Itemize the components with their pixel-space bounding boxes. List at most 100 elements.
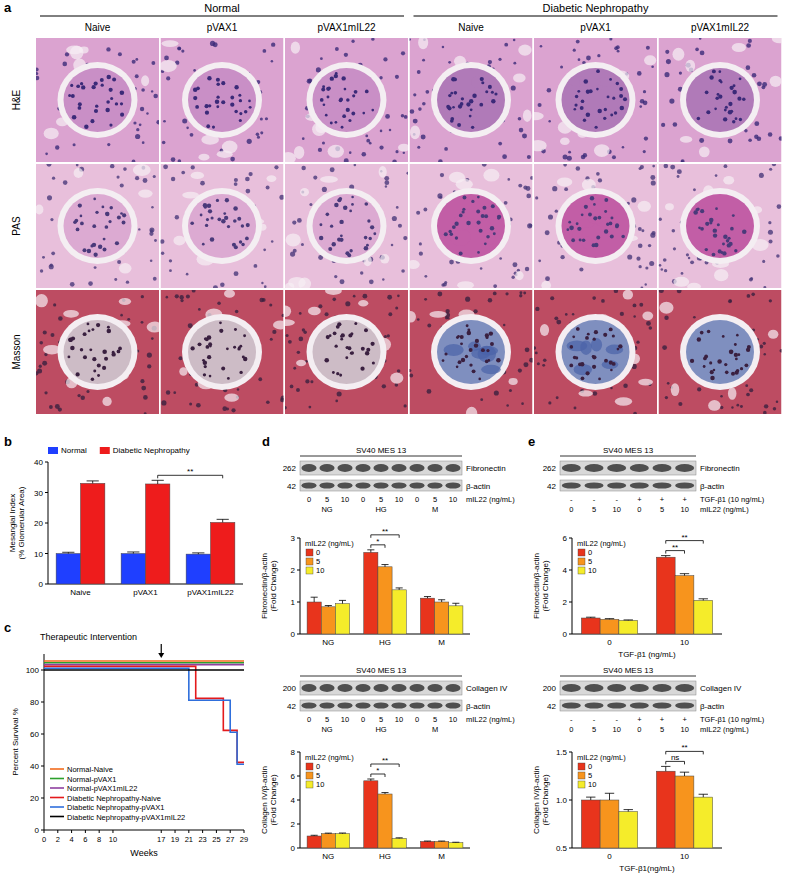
nucleus [751, 293, 755, 297]
nucleus [511, 276, 514, 279]
band [630, 464, 649, 472]
nucleus [339, 98, 343, 102]
nucleus [191, 165, 195, 169]
nucleus [151, 337, 154, 340]
nucleus [659, 264, 662, 267]
nucleus [109, 123, 112, 126]
nucleus [594, 330, 598, 334]
nucleus [720, 395, 723, 398]
glomerulus [313, 194, 381, 258]
micrograph-bg [36, 38, 159, 162]
nucleus [769, 168, 772, 171]
nucleus [577, 90, 580, 93]
nucleus [618, 344, 622, 348]
matrix [582, 237, 592, 249]
nucleus [503, 324, 505, 326]
nucleus [575, 95, 578, 98]
micrograph-bg [659, 164, 782, 288]
nucleus [169, 259, 172, 262]
nucleus [643, 90, 646, 93]
x-tick-label: 21 [185, 835, 193, 844]
lumen [644, 55, 656, 65]
mw-label: 262 [283, 464, 297, 473]
nucleus [226, 347, 229, 350]
nucleus [330, 76, 334, 80]
legend-label: 0 [316, 548, 320, 557]
nucleus [332, 242, 336, 246]
nucleus [511, 86, 516, 91]
glomerulus [188, 320, 256, 384]
nucleus [522, 133, 527, 138]
nucleus [739, 77, 742, 80]
nucleus [573, 356, 576, 359]
y-axis-label: (% Glomerular Area) [17, 486, 26, 559]
nucleus [364, 246, 369, 251]
glomerulus [437, 320, 505, 384]
nucleus [759, 345, 763, 349]
nucleus [404, 404, 407, 407]
nucleus [769, 299, 772, 302]
nucleus [461, 97, 464, 100]
nucleus [703, 357, 707, 361]
nucleus [438, 159, 443, 162]
survival-line [44, 666, 244, 762]
nucleus [360, 271, 363, 274]
nucleus [713, 228, 717, 232]
nucleus [746, 43, 751, 48]
lumen [723, 176, 734, 185]
nucleus [351, 112, 355, 116]
nucleus [235, 310, 239, 314]
nucleus [576, 40, 580, 44]
band [355, 702, 370, 708]
panel-label: a [4, 0, 12, 15]
nucleus [107, 326, 110, 329]
nucleus [612, 97, 615, 100]
nucleus [645, 266, 648, 269]
band [355, 482, 370, 488]
lumen [74, 168, 84, 178]
bar [378, 567, 392, 634]
nucleus [659, 218, 662, 221]
glomerulus [313, 320, 381, 384]
lane-row-label: mIL22 (ng/mL) [700, 725, 749, 734]
lumen [390, 373, 403, 384]
nucleus [83, 355, 87, 359]
nucleus [327, 96, 330, 99]
nucleus [70, 346, 75, 351]
nucleus [404, 115, 408, 119]
micrograph-bg [161, 164, 284, 288]
bar-chart: 010203040NaivepVAX1pVAX1mIL22Mesangial I… [8, 446, 243, 597]
lines [44, 661, 244, 764]
bar [146, 484, 170, 584]
nucleus [169, 269, 172, 272]
nucleus [570, 345, 574, 349]
nucleus [457, 123, 461, 127]
x-tick-label: 29 [240, 835, 248, 844]
lumen [288, 277, 306, 288]
nucleus [104, 357, 108, 361]
nucleus [318, 304, 322, 308]
lumen [714, 269, 728, 281]
bar-chart: 0123NGHGMFibronectin/β-actin(Fold Change… [260, 527, 470, 647]
bowman-space [307, 62, 387, 138]
error-stem [157, 480, 158, 484]
y-tick-label: 4 [291, 796, 296, 805]
x-tick [216, 830, 217, 833]
micrograph [659, 38, 782, 162]
nucleus [136, 128, 139, 131]
nucleus [723, 117, 727, 121]
nucleus [523, 292, 526, 295]
nucleus [585, 336, 589, 340]
band [391, 684, 406, 692]
band [409, 702, 424, 708]
micrograph [161, 290, 284, 414]
bar [307, 836, 321, 848]
y-tick-label: 0 [39, 580, 44, 589]
nucleus [87, 249, 91, 253]
lane-label: 0 [415, 495, 419, 504]
error-bar [217, 519, 229, 522]
nucleus [337, 237, 341, 241]
annotation: Therapeutic Intervention [40, 632, 137, 642]
nucleus [659, 290, 664, 293]
nucleus [759, 173, 764, 178]
